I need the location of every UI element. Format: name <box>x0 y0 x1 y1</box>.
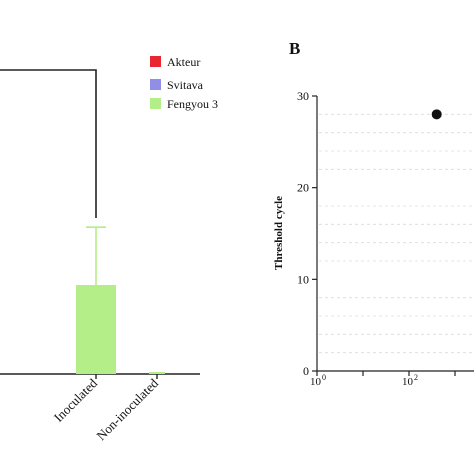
x-tick-exponent: 2 <box>414 373 418 382</box>
y-tick-label: 30 <box>297 89 309 103</box>
panel-a-bars <box>76 285 165 374</box>
legend-swatch-svitava <box>150 79 161 90</box>
panel-b-points <box>431 109 442 120</box>
x-tick-label-non-inoculated: Non-inoculated <box>93 375 161 443</box>
panel-b-y-axis-label: Threshold cycle <box>273 196 285 270</box>
panel-b-label: B <box>289 39 300 58</box>
legend-label-svitava: Svitava <box>167 78 204 92</box>
data-point <box>431 109 442 120</box>
x-tick-exponent: 0 <box>322 373 326 382</box>
panel-b-y-ticks: 0 10 20 30 <box>297 89 317 378</box>
x-tick-label-inoculated: Inoculated <box>51 375 101 425</box>
legend-label-akteur: Akteur <box>167 55 200 69</box>
x-tick-label: 10 <box>310 376 322 388</box>
y-tick-label: 0 <box>303 364 309 378</box>
x-tick-label: 10 <box>402 376 414 388</box>
panel-b-gridlines <box>319 113 474 354</box>
legend: Akteur Svitava Fengyou 3 <box>150 55 218 111</box>
legend-swatch-fengyou-3 <box>150 98 161 109</box>
panel-b-x-ticks: 10 0 10 2 <box>310 371 456 388</box>
panel-a-error-bars <box>86 226 106 285</box>
y-tick-label: 20 <box>297 181 309 195</box>
significance-bracket <box>0 69 97 218</box>
legend-label-fengyou-3: Fengyou 3 <box>167 97 218 111</box>
bar-fengyou-3-inoculated <box>76 285 116 374</box>
legend-swatch-akteur <box>150 56 161 67</box>
y-tick-label: 10 <box>297 272 309 286</box>
